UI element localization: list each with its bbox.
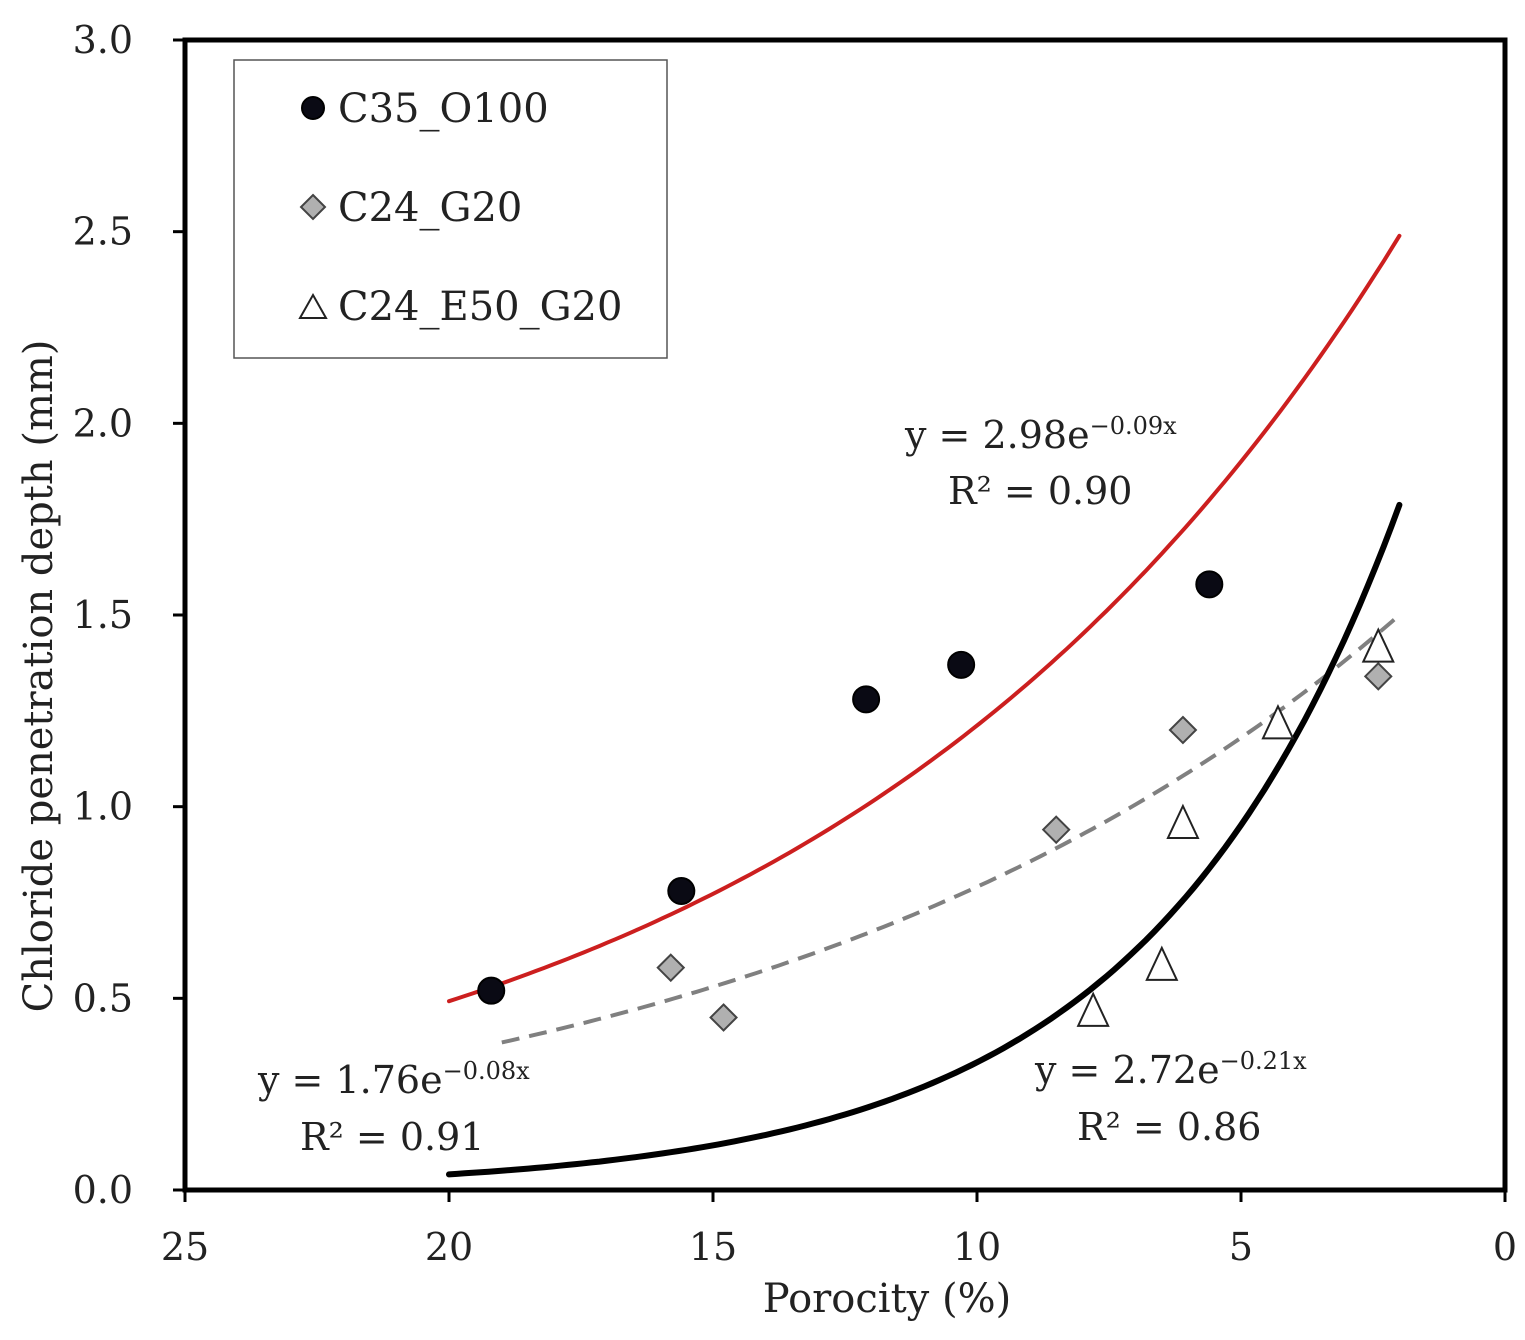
point-c24-e50-g20 xyxy=(1361,627,1395,663)
svg-text:y = 2.98e−0.09x: y = 2.98e−0.09x xyxy=(904,412,1177,457)
data-markers xyxy=(477,570,1395,1032)
x-tick-label: 20 xyxy=(425,1225,473,1269)
point-c35-o100 xyxy=(852,685,881,714)
y-tick-label: 2.5 xyxy=(73,210,133,254)
y-tick-label: 0.5 xyxy=(73,976,133,1020)
equation-c24-g20: y = 1.76e−0.08x R² = 0.91 xyxy=(257,1057,530,1159)
x-axis-label: Porocity (%) xyxy=(763,1276,1011,1322)
point-c24-e50-g20 xyxy=(1145,945,1179,981)
point-c24-g20 xyxy=(1041,815,1071,845)
svg-text:y = 1.76e−0.08x: y = 1.76e−0.08x xyxy=(257,1057,530,1102)
point-c24-e50-g20 xyxy=(1076,991,1110,1027)
point-c24-e50-g20 xyxy=(1261,703,1295,740)
point-c35-o100 xyxy=(947,650,976,679)
point-c24-g20 xyxy=(656,953,686,983)
legend-marker-triangle-icon xyxy=(298,292,328,319)
point-c35-o100 xyxy=(477,976,506,1005)
equation-text: y = 1.76e xyxy=(257,1058,443,1102)
point-c24-g20 xyxy=(1363,661,1393,691)
trendlines xyxy=(446,233,1403,1178)
y-tick-label: 1.0 xyxy=(73,785,133,829)
equation-exponent: −0.21x xyxy=(1220,1047,1308,1075)
r2-text: R² = 0.91 xyxy=(300,1115,484,1159)
point-c35-o100 xyxy=(667,877,696,905)
x-tick-label: 10 xyxy=(953,1225,1001,1269)
r2-text: R² = 0.86 xyxy=(1077,1105,1261,1149)
equation-c35-o100: y = 2.98e−0.09x R² = 0.90 xyxy=(904,412,1177,513)
trendline-c35-o100 xyxy=(447,233,1402,1004)
legend-label-c24-g20: C24_G20 xyxy=(338,185,522,231)
x-tick-label: 0 xyxy=(1493,1225,1517,1269)
x-tick-label: 15 xyxy=(689,1225,737,1269)
equation-c24-e50-g20: y = 2.72e−0.21x R² = 0.86 xyxy=(1034,1047,1307,1149)
r2-text: R² = 0.90 xyxy=(948,469,1132,513)
legend-marker-circle-icon xyxy=(301,96,325,120)
equation-text: y = 2.98e xyxy=(904,413,1090,457)
point-c24-e50-g20 xyxy=(1166,803,1200,839)
y-axis-label: Chloride penetration depth (mm) xyxy=(16,340,62,1013)
svg-text:y = 2.72e−0.21x: y = 2.72e−0.21x xyxy=(1034,1047,1307,1092)
x-tick-label: 25 xyxy=(161,1225,209,1269)
legend-label-c35-o100: C35_O100 xyxy=(338,86,549,132)
equation-exponent: −0.08x xyxy=(443,1057,531,1085)
equation-exponent: −0.09x xyxy=(1090,412,1178,440)
x-tick-label: 5 xyxy=(1229,1225,1253,1269)
point-c35-o100 xyxy=(1195,570,1224,599)
point-c24-g20 xyxy=(1168,715,1198,745)
y-tick-label: 1.5 xyxy=(73,593,133,637)
point-c24-g20 xyxy=(709,1003,738,1032)
legend-marker-diamond-icon xyxy=(299,193,327,221)
legend: C35_O100 C24_G20 C24_E50_G20 xyxy=(233,59,668,359)
y-tick-label: 3.0 xyxy=(73,18,133,62)
y-tick-label: 0.0 xyxy=(73,1168,133,1212)
y-tick-label: 2.0 xyxy=(73,401,133,445)
legend-label-c24-e50-g20: C24_E50_G20 xyxy=(338,284,622,330)
equation-text: y = 2.72e xyxy=(1034,1048,1220,1092)
trendline-c24-e50-g20 xyxy=(446,501,1403,1178)
axis-ticks: 25 20 15 10 5 0 0.0 0.5 1.0 1.5 2.0 2.5 3.0 xyxy=(73,18,1518,1269)
trendline-c24-g20 xyxy=(501,613,1401,1045)
